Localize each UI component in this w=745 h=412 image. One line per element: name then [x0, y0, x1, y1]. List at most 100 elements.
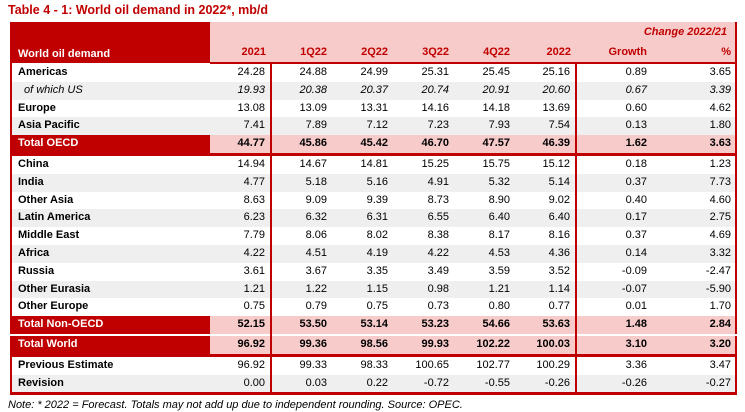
table-row: Europe 13.08 13.09 13.31 14.16 14.18 13.… [11, 99, 736, 118]
table-body: Americas 24.28 24.88 24.99 25.31 25.45 2… [11, 63, 736, 394]
cell-value: 3.63 [656, 135, 736, 157]
cell-value: 3.35 [332, 262, 393, 281]
cell-value: 0.03 [271, 374, 332, 394]
cell-value: 5.14 [515, 173, 577, 192]
cell-value: 1.21 [210, 280, 272, 299]
header-row-change: World oil demand Change 2022/21 [11, 22, 736, 63]
header-spacer [210, 22, 576, 42]
row-label: of which US [11, 81, 210, 100]
table-row: Previous Estimate 96.92 99.33 98.33 100.… [11, 355, 736, 375]
row-label: China [11, 154, 210, 174]
cell-value: 0.75 [210, 298, 272, 317]
cell-value: 0.80 [454, 298, 515, 317]
cell-value: 0.18 [576, 154, 656, 174]
cell-value: 1.23 [656, 154, 736, 174]
cell-value: 4.51 [271, 244, 332, 263]
cell-value: 47.57 [454, 135, 515, 157]
cell-value: 9.39 [332, 191, 393, 210]
cell-value: 20.91 [454, 81, 515, 100]
cell-value: 20.37 [332, 81, 393, 100]
header-row-columns: 2021 1Q22 2Q22 3Q22 4Q22 2022 Growth % [11, 42, 736, 64]
row-label: Asia Pacific [11, 117, 210, 136]
cell-value: 6.31 [332, 209, 393, 228]
cell-value: 7.93 [454, 117, 515, 136]
cell-value: 4.53 [454, 244, 515, 263]
cell-value: 24.99 [332, 63, 393, 82]
cell-value: 2.75 [656, 209, 736, 228]
cell-value: 45.86 [271, 135, 332, 157]
cell-value: -0.55 [454, 374, 515, 394]
table-row: Other Asia 8.63 9.09 9.39 8.73 8.90 9.02… [11, 191, 736, 210]
cell-value: 3.67 [271, 262, 332, 281]
cell-value: 4.62 [656, 99, 736, 118]
cell-value: 1.62 [576, 135, 656, 157]
cell-value: 4.36 [515, 244, 577, 263]
cell-value: 1.14 [515, 280, 577, 299]
cell-value: 15.25 [393, 154, 454, 174]
cell-value: 96.92 [210, 333, 272, 357]
cell-value: 25.45 [454, 63, 515, 82]
column-header-4q22: 4Q22 [454, 42, 515, 64]
row-label: Previous Estimate [11, 355, 210, 375]
cell-value: 3.32 [656, 244, 736, 263]
column-header-2q22: 2Q22 [332, 42, 393, 64]
cell-value: 3.49 [393, 262, 454, 281]
cell-value: 9.02 [515, 191, 577, 210]
table-row: China 14.94 14.67 14.81 15.25 15.75 15.1… [11, 154, 736, 174]
row-label: Other Asia [11, 191, 210, 210]
cell-value: 24.28 [210, 63, 272, 82]
cell-value: 1.70 [656, 298, 736, 317]
cell-value: 0.89 [576, 63, 656, 82]
cell-value: 7.23 [393, 117, 454, 136]
cell-value: 0.75 [332, 298, 393, 317]
cell-value: 46.70 [393, 135, 454, 157]
cell-value: 0.00 [210, 374, 272, 394]
cell-value: 8.73 [393, 191, 454, 210]
cell-value: 20.74 [393, 81, 454, 100]
cell-value: 7.73 [656, 173, 736, 192]
table-row: Total World 96.92 99.36 98.56 99.93 102.… [11, 333, 736, 357]
cell-value: 96.92 [210, 355, 272, 375]
cell-value: 0.17 [576, 209, 656, 228]
cell-value: 0.01 [576, 298, 656, 317]
cell-value: 14.67 [271, 154, 332, 174]
cell-value: 14.94 [210, 154, 272, 174]
cell-value: 1.80 [656, 117, 736, 136]
cell-value: 0.37 [576, 227, 656, 245]
cell-value: -2.47 [656, 262, 736, 281]
table-row: Africa 4.22 4.51 4.19 4.22 4.53 4.36 0.1… [11, 244, 736, 263]
cell-value: 13.69 [515, 99, 577, 118]
cell-value: 15.12 [515, 154, 577, 174]
cell-value: 6.23 [210, 209, 272, 228]
cell-value: 4.22 [393, 244, 454, 263]
cell-value: 0.40 [576, 191, 656, 210]
row-label: Russia [11, 262, 210, 281]
cell-value: 6.40 [515, 209, 577, 228]
cell-value: 1.15 [332, 280, 393, 299]
cell-value: 8.06 [271, 227, 332, 245]
label-column-header: World oil demand [11, 22, 210, 63]
cell-value: 100.65 [393, 355, 454, 375]
cell-value: 0.13 [576, 117, 656, 136]
table-row: of which US 19.93 20.38 20.37 20.74 20.9… [11, 81, 736, 100]
cell-value: 46.39 [515, 135, 577, 157]
row-label: Total World [11, 333, 210, 357]
cell-value: 102.77 [454, 355, 515, 375]
cell-value: 6.55 [393, 209, 454, 228]
cell-value: 7.54 [515, 117, 577, 136]
cell-value: 1.22 [271, 280, 332, 299]
cell-value: 0.98 [393, 280, 454, 299]
cell-value: 3.65 [656, 63, 736, 82]
table-row: Latin America 6.23 6.32 6.31 6.55 6.40 6… [11, 209, 736, 228]
cell-value: 8.38 [393, 227, 454, 245]
cell-value: 53.14 [332, 316, 393, 335]
row-label: Other Eurasia [11, 280, 210, 299]
column-header-3q22: 3Q22 [393, 42, 454, 64]
cell-value: 4.19 [332, 244, 393, 263]
cell-value: 99.93 [393, 333, 454, 357]
table-row: Revision 0.00 0.03 0.22 -0.72 -0.55 -0.2… [11, 374, 736, 394]
cell-value: 99.36 [271, 333, 332, 357]
cell-value: 3.59 [454, 262, 515, 281]
cell-value: 5.18 [271, 173, 332, 192]
cell-value: 3.36 [576, 355, 656, 375]
